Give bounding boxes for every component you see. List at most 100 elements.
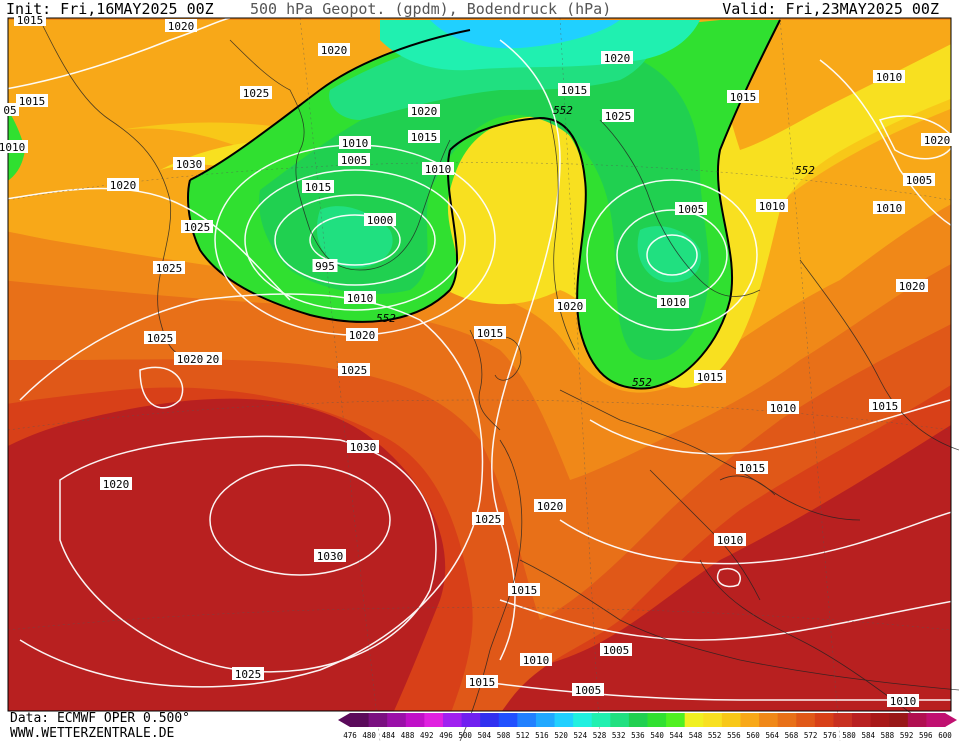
colorbar-swatch [424,713,444,727]
colorbar-swatch [870,713,890,727]
isobar-label: 1005 [600,643,632,657]
isobar-label-text: 1030 [350,441,377,454]
colorbar-tick-label: 600 [938,731,952,740]
isobar-label-text: 1010 [523,654,550,667]
colorbar-swatch [387,713,407,727]
colorbar-swatch [610,713,630,727]
colorbar-swatch [889,713,909,727]
colorbar-swatch [907,713,927,727]
colorbar-tick-label: 568 [785,731,799,740]
isobar-label: 1020 [107,178,139,192]
colorbar-tick-label: 548 [689,731,703,740]
isobar-label: 1015 [508,583,540,597]
contour-552 [187,19,781,390]
colorbar-tick-label: 540 [650,731,664,740]
colorbar-right-arrow [945,713,957,727]
isobar-label: 1010 [756,199,788,213]
isobar-label: 1020 [174,352,206,366]
colorbar-tick-label: 508 [497,731,511,740]
isobar-label: 1025 [181,220,213,234]
isobar-label: 1010 [767,401,799,415]
isobar-label: 05 [1,103,19,117]
colorbar-tick-label: 556 [727,731,741,740]
colorbar-swatch [554,713,574,727]
colorbar-tick-label: 496 [439,731,453,740]
data-source: Data: ECMWF OPER 0.500° [10,711,191,726]
isobar-label: 1025 [144,331,176,345]
colorbar-tick-label: 592 [900,731,914,740]
isobar-label: 1025 [338,363,370,377]
isobar-label-text: 1025 [235,668,262,681]
colorbar-tick-label: 500 [458,731,472,740]
geopotential-552-label: 552 [553,104,573,117]
isobar-label: 1010 [657,295,689,309]
isobar-label: 1010 [873,70,905,84]
isobar-label-text: 1020 [321,44,348,57]
isobar-label: 1015 [466,675,498,689]
colorbar-tick-label: 476 [343,731,357,740]
isobar-label-text: 1020 [168,20,195,33]
colorbar-swatch [852,713,872,727]
colorbar-swatch [814,713,834,727]
isobar-label-text: 1020 [537,500,564,513]
isobar-label-text: 1015 [477,327,504,340]
colorbar-swatch [368,713,388,727]
isobar-label-text: 1010 [342,137,369,150]
isobar-label-text: 1010 [876,202,903,215]
colorbar-tick-label: 576 [823,731,837,740]
colorbar-tick-label: 532 [612,731,626,740]
isobar-label: 1025 [240,86,272,100]
colorbar-left-arrow [338,713,350,727]
colorbar-tick-label: 580 [842,731,856,740]
isobar-label-text: 1020 [103,478,130,491]
isobar-label: 1015 [694,370,726,384]
isobar-label-text: 1020 [604,52,631,65]
colorbar-tick-label: 488 [401,731,415,740]
isobar-label: 1015 [302,180,334,194]
geopotential-552-label: 552 [795,164,815,177]
isobar-label-text: 1010 [717,534,744,547]
isobar-label: 1005 [572,683,604,697]
colorbar-swatch [517,713,537,727]
isobar-label-text: 1010 [890,695,917,708]
colorbar-tick-label: 544 [670,731,684,740]
isobar-label-text: 1025 [475,513,502,526]
isobar-label: 1020 [165,19,197,33]
isobar-label-text: 1000 [367,214,394,227]
valid-time: Valid: Fri,23MAY2025 00Z [722,0,939,18]
isobar-label-text: 1015 [872,400,899,413]
isobar-label-text: 1015 [17,14,44,27]
isobar-label: 1015 [727,90,759,104]
colorbar-swatch [721,713,741,727]
isobar-label: 1025 [232,667,264,681]
colorbar-tick-label: 520 [554,731,568,740]
isobar-label-text: 1025 [184,221,211,234]
colorbar-swatch [777,713,797,727]
isobar-label: 1015 [869,399,901,413]
isobar-label: 1020 [346,328,378,342]
geopotential-552-label: 552 [376,312,396,325]
colorbar-tick-label: 492 [420,731,434,740]
isobar-label: 1010 [873,201,905,215]
chart-title: 500 hPa Geopot. (gpdm), Bodendruck (hPa) [250,0,612,18]
colorbar-swatch [480,713,500,727]
colorbar-tick-label: 564 [765,731,779,740]
isobar-label-text: 1020 [349,329,376,342]
colorbar-tick-label: 512 [516,731,530,740]
isobar-label-text: 1030 [176,158,203,171]
isobar-label: 1005 [675,202,707,216]
isobar-label: 1025 [153,261,185,275]
isobar-label-text: 1025 [156,262,183,275]
isobar-label: 1000 [364,213,396,227]
isobar-label: 1020 [601,51,633,65]
colorbar-tick-label: 552 [708,731,722,740]
isobar-label: 1010 [0,140,28,154]
colorbar-tick-label: 516 [535,731,549,740]
colorbar-tick-label: 560 [746,731,760,740]
isobar-label-text: 1005 [678,203,705,216]
isobar-label: 1015 [16,94,48,108]
colorbar-swatch [833,713,853,727]
isobar-label-text: 1025 [605,110,632,123]
